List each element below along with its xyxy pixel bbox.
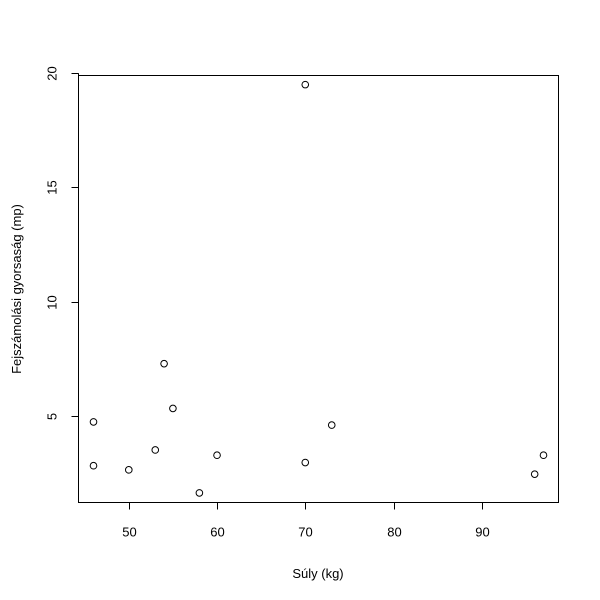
y-tick-label: 10	[45, 295, 60, 309]
data-point	[213, 451, 221, 460]
x-tick-label: 90	[475, 525, 489, 540]
y-tick-label: 15	[45, 180, 60, 194]
x-tick-label: 60	[210, 525, 224, 540]
data-point	[89, 418, 98, 426]
plot-box	[78, 75, 559, 503]
data-point	[301, 80, 310, 89]
x-axis-label: Súly (kg)	[292, 566, 343, 581]
data-point	[539, 451, 548, 460]
data-point	[160, 359, 168, 368]
data-point	[530, 470, 539, 478]
data-point	[169, 404, 177, 413]
data-point	[124, 466, 133, 474]
x-tick-label: 80	[387, 525, 401, 540]
data-point	[301, 458, 310, 467]
x-tick-label: 50	[122, 525, 136, 540]
y-tick-label: 20	[45, 66, 60, 80]
data-points	[89, 80, 548, 497]
x-axis: 50 60 70 80 90	[122, 502, 490, 540]
data-point	[327, 421, 336, 429]
y-tick-label: 5	[45, 413, 60, 420]
y-axis-label: Fejszámolási gyorsaság (mp)	[9, 204, 24, 374]
data-point	[195, 489, 204, 497]
data-point	[151, 446, 160, 454]
x-tick-label: 70	[298, 525, 312, 540]
data-point	[89, 461, 98, 470]
y-axis: 5 10 15 20	[45, 66, 79, 420]
